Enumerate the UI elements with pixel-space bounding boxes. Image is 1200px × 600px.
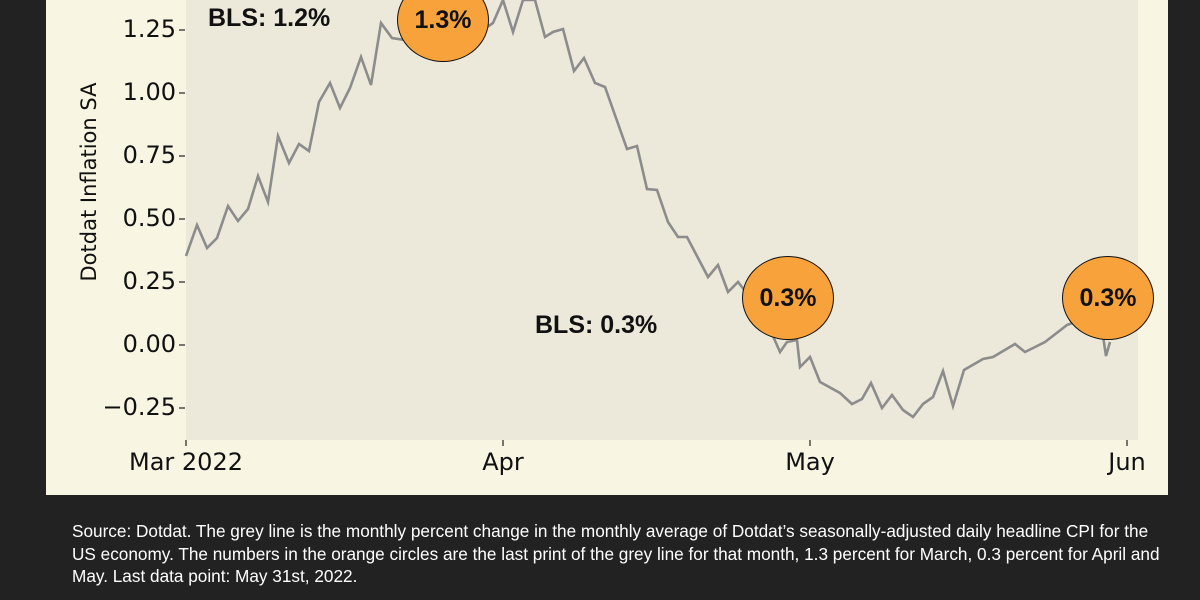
x-tick-label: Apr [482,448,524,476]
y-tick-label: 0.25 [122,267,176,295]
plot-background [186,0,1138,440]
chart-figure: Dotdat Inflation SA 1.25 1.00 0.75 0.50 0.25… [46,0,1168,495]
bubble-april: 0.3% [742,256,834,340]
bubble-may: 0.3% [1062,256,1154,340]
bls-march-label: BLS: 1.2% [208,4,331,32]
bubble-may-value: 0.3% [1079,283,1137,312]
x-tick-label: Mar 2022 [129,448,243,476]
bls-april-label: BLS: 0.3% [535,311,658,339]
y-tick-label: −0.25 [102,393,176,421]
y-tick-label: 1.25 [122,15,176,43]
y-tick-label: 0.50 [122,204,176,232]
plot-area [179,0,1138,446]
source-caption: Source: Dotdat. The grey line is the mon… [72,521,1160,586]
x-tick-label: Jun [1108,448,1146,476]
x-tick-marks [185,440,1128,446]
inflation-line [184,0,1112,419]
y-tick-label: 0.75 [122,141,176,169]
y-tick-marks [179,29,185,409]
x-tick-label: May [785,448,835,476]
y-tick-label: 1.00 [122,78,176,106]
bubble-april-value: 0.3% [759,283,817,312]
y-tick-label: 0.00 [122,330,176,358]
bubble-march-value: 1.3% [414,5,472,34]
